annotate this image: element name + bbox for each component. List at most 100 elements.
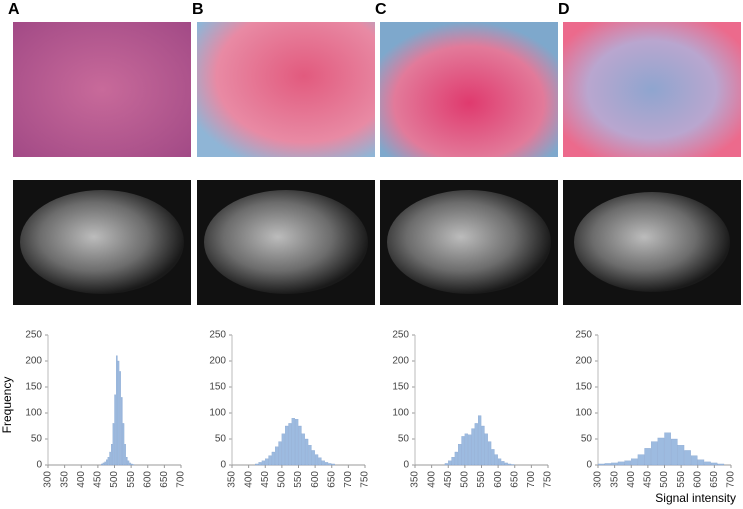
y-tick-label: 0 <box>586 460 592 471</box>
x-tick-label: 750 <box>360 471 371 488</box>
bar <box>677 445 685 466</box>
bar <box>129 462 131 466</box>
bar <box>328 463 332 466</box>
x-tick-label: 650 <box>159 471 170 488</box>
x-tick-label: 600 <box>493 471 504 488</box>
histology-photo <box>13 22 191 157</box>
bar <box>314 454 319 466</box>
panel-letter: A <box>8 1 20 18</box>
bar <box>478 415 482 466</box>
panel-letter: D <box>558 1 570 18</box>
x-tick-label: 700 <box>343 471 354 488</box>
bar <box>321 460 325 466</box>
bar <box>112 423 115 466</box>
bar <box>261 460 265 466</box>
bar <box>308 445 312 466</box>
bar <box>657 437 665 466</box>
bar <box>631 458 638 466</box>
y-tick-label: 200 <box>575 356 592 367</box>
x-tick-label: 400 <box>426 471 437 488</box>
bar <box>604 463 612 466</box>
x-tick-label: 500 <box>460 471 471 488</box>
bar <box>107 457 110 466</box>
bar <box>448 460 452 466</box>
bar <box>271 451 275 466</box>
y-axis-label: Frequency <box>0 377 14 434</box>
bar <box>101 463 103 466</box>
mri-body <box>387 190 551 294</box>
bar <box>671 438 678 466</box>
bar <box>501 461 505 466</box>
bar <box>104 461 106 466</box>
x-tick-label: 600 <box>692 471 703 488</box>
bar <box>474 423 478 466</box>
bar <box>255 463 259 466</box>
x-tick-label: 450 <box>443 471 454 488</box>
mri-body <box>20 190 184 294</box>
bar <box>119 371 121 466</box>
y-tick-label: 50 <box>581 434 593 445</box>
y-tick-label: 50 <box>215 434 227 445</box>
bar <box>458 444 462 466</box>
y-tick-label: 100 <box>25 408 42 419</box>
y-tick-label: 150 <box>25 382 42 393</box>
bar <box>704 461 711 466</box>
x-tick-label: 300 <box>593 471 604 488</box>
bar <box>484 433 488 466</box>
bar <box>117 360 120 466</box>
bar <box>288 423 292 466</box>
y-tick-label: 250 <box>575 330 592 341</box>
x-tick-label: 550 <box>126 471 137 488</box>
x-tick-label: 650 <box>509 471 520 488</box>
y-tick-label: 50 <box>398 434 410 445</box>
bar <box>717 463 725 466</box>
bar <box>116 355 118 466</box>
mri-body <box>204 190 368 294</box>
x-tick-label: 500 <box>277 471 288 488</box>
bar <box>464 433 468 466</box>
y-tick-label: 250 <box>25 330 42 341</box>
bar <box>295 419 299 466</box>
bar <box>102 462 105 466</box>
bar <box>125 457 128 466</box>
bar <box>109 451 111 466</box>
bar <box>298 425 302 466</box>
bar <box>130 463 133 466</box>
y-tick-label: 0 <box>36 460 42 471</box>
x-tick-label: 700 <box>176 471 187 488</box>
x-tick-label: 650 <box>326 471 337 488</box>
bar <box>114 394 116 466</box>
bar <box>444 463 448 466</box>
panel-letter: B <box>192 1 204 18</box>
bar <box>611 462 618 466</box>
bar <box>111 444 113 466</box>
x-tick-label: 350 <box>410 471 421 488</box>
bar <box>651 441 658 466</box>
bar <box>468 434 472 466</box>
bar <box>494 454 498 466</box>
bar <box>471 428 475 466</box>
y-tick-label: 150 <box>209 382 226 393</box>
bar <box>275 446 279 466</box>
x-tick-label: 750 <box>543 471 554 488</box>
bar <box>454 451 458 466</box>
bar <box>451 457 455 466</box>
y-tick-label: 150 <box>392 382 409 393</box>
bar <box>637 454 645 466</box>
y-tick-label: 100 <box>575 408 592 419</box>
x-tick-label: 700 <box>526 471 537 488</box>
bar <box>301 433 305 466</box>
x-tick-label: 450 <box>643 471 654 488</box>
histology-photo <box>197 22 375 157</box>
x-tick-label: 400 <box>76 471 87 488</box>
bar <box>324 462 329 466</box>
bar <box>697 459 705 466</box>
bar <box>504 462 508 466</box>
x-tick-label: 600 <box>310 471 321 488</box>
bar <box>511 464 515 466</box>
y-tick-label: 0 <box>220 460 226 471</box>
x-tick-label: 450 <box>260 471 271 488</box>
y-tick-label: 250 <box>209 330 226 341</box>
x-tick-label: 550 <box>676 471 687 488</box>
